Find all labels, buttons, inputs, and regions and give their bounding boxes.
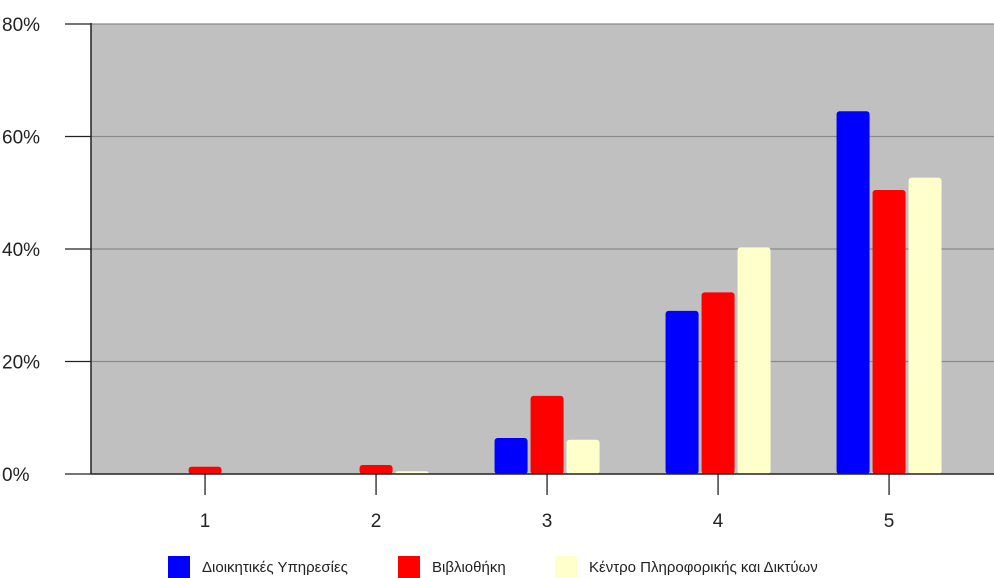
bar-series2-cat-2	[359, 465, 393, 474]
legend-swatch-administrative-services	[168, 556, 190, 578]
y-tick-label-20: 20%	[2, 353, 40, 374]
legend-label-it-network-center: Κέντρο Πληροφορικής και Δικτύων	[589, 558, 818, 576]
legend-item-administrative-services: Διοικητικές Υπηρεσίες	[168, 556, 348, 578]
bar-series2-cat-4	[701, 292, 735, 474]
legend-label-library: Βιβλιοθήκη	[432, 558, 506, 576]
bar-series1-cat-4	[665, 310, 699, 474]
x-tick-label-5: 5	[884, 511, 895, 532]
legend-swatch-library	[398, 556, 420, 578]
x-tick-label-2: 2	[371, 511, 382, 532]
bars	[188, 111, 942, 474]
x-tick-label-3: 3	[542, 511, 553, 532]
legend-label-administrative-services: Διοικητικές Υπηρεσίες	[202, 558, 348, 576]
legend: Διοικητικές Υπηρεσίες Βιβλιοθήκη Κέντρο …	[0, 556, 994, 578]
legend-item-library: Βιβλιοθήκη	[398, 556, 506, 578]
bar-series1-cat-3	[494, 438, 528, 474]
bar-series2-cat-3	[530, 395, 564, 474]
bar-series2-cat-1	[188, 466, 222, 474]
bar-series3-cat-4	[737, 247, 771, 474]
bar-series3-cat-3	[566, 439, 600, 474]
y-tick-label-80: 80%	[2, 15, 40, 36]
legend-item-it-network-center: Κέντρο Πληροφορικής και Δικτύων	[555, 556, 818, 578]
y-tick-label-60: 60%	[2, 128, 40, 149]
tick-labels: 0% 20% 40% 60% 80% 1 2 3 4 5	[2, 15, 894, 532]
bar-series1-cat-5	[836, 111, 870, 474]
bar-series2-cat-5	[872, 189, 906, 474]
x-tick-label-1: 1	[200, 511, 211, 532]
y-tick-label-0: 0%	[2, 465, 30, 486]
x-tick-label-4: 4	[713, 511, 724, 532]
y-tick-label-40: 40%	[2, 240, 40, 261]
legend-swatch-it-network-center	[555, 556, 577, 578]
bar-series3-cat-5	[908, 177, 942, 474]
axes	[90, 23, 994, 495]
